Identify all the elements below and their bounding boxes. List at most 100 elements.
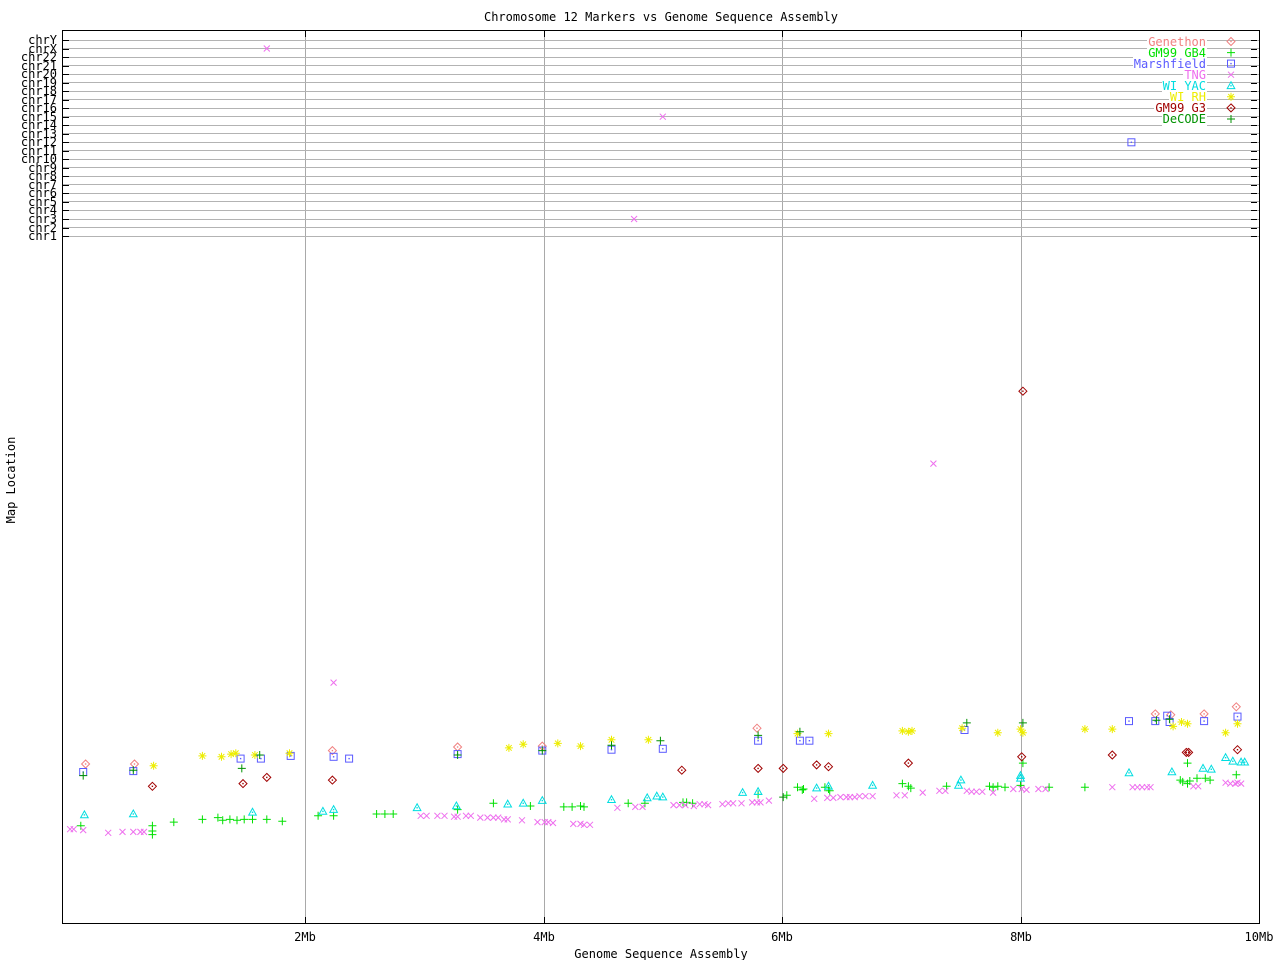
y-tick-mark-right bbox=[1251, 125, 1257, 127]
y-tick-label: chr10 bbox=[20, 152, 57, 167]
y-tick-mark-left bbox=[63, 57, 69, 58]
y-tick-mark-right bbox=[1251, 150, 1257, 152]
y-tick-mark-left bbox=[63, 201, 69, 203]
legend-label: GM99 G3 bbox=[1154, 100, 1207, 115]
y-tick-label: chr1 bbox=[28, 229, 57, 243]
y-tick-label: chr3 bbox=[28, 212, 57, 226]
chromosome-gridline bbox=[62, 133, 1260, 135]
legend-item: GM99 G3 bbox=[1020, 100, 1207, 115]
legend-marker-gm99-gb4 bbox=[1227, 48, 1235, 57]
y-tick-label: chr9 bbox=[28, 160, 57, 175]
chromosome-gridline bbox=[62, 192, 1260, 194]
legend-item: WI RH bbox=[1020, 89, 1207, 104]
y-tick-label: chr18 bbox=[20, 84, 57, 99]
y-tick-label: chr2 bbox=[28, 220, 57, 235]
y-tick-mark-right bbox=[1251, 159, 1257, 161]
legend-marker-gm99-g3 bbox=[1226, 103, 1236, 113]
chromosome-gridline bbox=[62, 175, 1260, 177]
y-tick-mark-left bbox=[63, 219, 69, 220]
y-tick-mark-right bbox=[1251, 176, 1257, 178]
mb-gridline bbox=[782, 30, 783, 924]
mb-gridline bbox=[1021, 30, 1022, 924]
chromosome-gridline bbox=[62, 218, 1260, 220]
y-tick-label: chr7 bbox=[28, 177, 57, 192]
chromosome-gridline bbox=[62, 48, 1260, 49]
plot-border bbox=[62, 30, 1260, 924]
y-tick-mark-right bbox=[1251, 91, 1257, 93]
y-tick-label: chr16 bbox=[20, 101, 57, 116]
y-tick-mark-left bbox=[63, 150, 69, 152]
legend-item: DeCODE bbox=[1020, 112, 1207, 126]
legend-label: Marshfield bbox=[1132, 56, 1207, 71]
chromosome-gridline bbox=[62, 141, 1260, 143]
y-tick-label: chr21 bbox=[20, 58, 57, 73]
x-tick-mark-bottom bbox=[544, 917, 545, 923]
chart-title: Chromosome 12 Markers vs Genome Sequence… bbox=[483, 10, 838, 24]
series-gm99-g3 bbox=[147, 386, 1243, 792]
y-tick-label: chr12 bbox=[20, 135, 57, 150]
series-genethon bbox=[80, 702, 1242, 769]
x-tick-label: 6Mb bbox=[771, 930, 793, 944]
y-tick-mark-left bbox=[63, 184, 69, 186]
chromosome-gridline bbox=[62, 65, 1260, 67]
y-tick-mark-right bbox=[1251, 108, 1257, 110]
x-tick-mark-top bbox=[305, 31, 306, 37]
y-tick-mark-right bbox=[1251, 74, 1257, 76]
legend-marker-marshfield bbox=[1227, 59, 1235, 68]
y-tick-mark-left bbox=[63, 176, 69, 178]
x-tick-mark-top bbox=[544, 31, 545, 37]
y-tick-mark-right bbox=[1251, 184, 1257, 186]
y-tick-mark-left bbox=[63, 48, 69, 50]
chromosome-gridline bbox=[62, 227, 1260, 228]
chromosome-gridline bbox=[62, 56, 1260, 58]
chromosome-gridline bbox=[62, 235, 1260, 237]
x-tick-label: 2Mb bbox=[294, 930, 316, 944]
y-tick-label: chr22 bbox=[20, 50, 57, 64]
y-tick-mark-right bbox=[1251, 99, 1257, 101]
y-tick-label: chr8 bbox=[28, 169, 57, 184]
chromosome-gridline bbox=[62, 209, 1260, 211]
y-tick-label: chr14 bbox=[20, 118, 57, 133]
chromosome-gridline bbox=[62, 82, 1260, 84]
y-tick-mark-right bbox=[1251, 201, 1257, 203]
series-marshfield bbox=[79, 138, 1242, 776]
y-tick-mark-right bbox=[1251, 193, 1257, 195]
legend-marker-wi-rh bbox=[1227, 92, 1235, 101]
chromosome-gridline bbox=[62, 99, 1260, 101]
x-tick-label: 4Mb bbox=[533, 930, 555, 944]
legend-marker-tng bbox=[1227, 71, 1235, 79]
y-tick-label: chr5 bbox=[28, 194, 57, 209]
legend-label: DeCODE bbox=[1161, 112, 1207, 126]
y-tick-mark-right bbox=[1251, 167, 1257, 169]
y-tick-mark-left bbox=[63, 167, 69, 169]
legend-item: Genethon bbox=[1020, 34, 1207, 49]
legend-label: TNG bbox=[1183, 67, 1207, 82]
x-tick-mark-bottom bbox=[1021, 917, 1022, 923]
y-tick-mark-left bbox=[63, 116, 69, 118]
y-tick-label: chr13 bbox=[20, 126, 57, 141]
y-tick-mark-left bbox=[63, 91, 69, 93]
y-tick-mark-right bbox=[1251, 65, 1257, 67]
y-tick-label: chr20 bbox=[20, 67, 57, 82]
series-wi-rh bbox=[149, 718, 1242, 770]
legend-item: WI YAC bbox=[1020, 78, 1207, 93]
legend-label: WI YAC bbox=[1161, 78, 1207, 93]
y-tick-mark-left bbox=[63, 236, 69, 237]
legend-label: Genethon bbox=[1147, 34, 1207, 49]
chromosome-gridline bbox=[62, 73, 1260, 75]
y-tick-label: chr11 bbox=[20, 143, 57, 158]
y-tick-mark-right bbox=[1251, 219, 1257, 220]
x-tick-label: 8Mb bbox=[1010, 930, 1032, 944]
series-tng bbox=[66, 45, 1245, 837]
series-decode bbox=[79, 715, 1174, 802]
legend-item: TNG bbox=[1020, 67, 1207, 82]
x-tick-mark-top bbox=[1021, 31, 1022, 37]
mb-gridline bbox=[305, 30, 306, 924]
legend-label: GM99 GB4 bbox=[1147, 45, 1207, 60]
legend-marker-genethon bbox=[1226, 36, 1236, 47]
mb-gridline bbox=[544, 30, 545, 924]
y-tick-mark-left bbox=[63, 108, 69, 110]
y-tick-mark-right bbox=[1251, 48, 1257, 50]
y-tick-mark-left bbox=[63, 40, 69, 41]
y-tick-label: chrY bbox=[28, 33, 57, 47]
